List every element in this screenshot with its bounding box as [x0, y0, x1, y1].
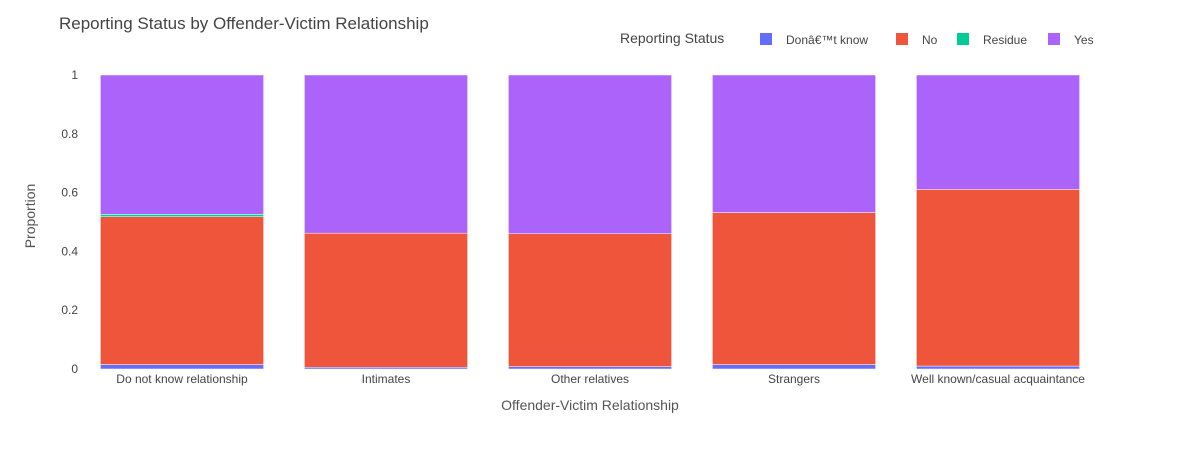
legend: Reporting Status Donâ€™t know No Residue Ye…	[620, 30, 1094, 47]
y-axis-title: Proportion	[22, 184, 38, 249]
bar-segment	[508, 233, 672, 367]
y-axis: 0 0.2 0.4 0.6 0.8 1	[61, 68, 78, 376]
y-tick-label: 0.8	[61, 127, 78, 141]
bar-segment	[916, 365, 1080, 370]
legend-swatch	[896, 33, 908, 45]
bar-segment	[100, 364, 264, 370]
x-tick-label: Well known/casual acquaintance	[911, 372, 1085, 386]
x-tick-label: Strangers	[768, 372, 820, 386]
legend-label: Yes	[1074, 33, 1094, 47]
bar-segment	[304, 74, 468, 234]
x-tick-label: Do not know relationship	[116, 372, 248, 386]
bar-segment	[916, 189, 1080, 367]
bar-segment	[100, 74, 264, 215]
bar-segment	[100, 214, 264, 217]
bars	[100, 74, 1080, 370]
legend-swatch	[1048, 33, 1060, 45]
y-tick-label: 0.6	[61, 186, 78, 200]
legend-label: No	[922, 33, 938, 47]
x-axis: Do not know relationship Intimates Other r…	[116, 372, 1085, 386]
x-tick-label: Intimates	[362, 372, 411, 386]
y-tick-label: 0.2	[61, 303, 78, 317]
bar-segment	[100, 216, 264, 365]
y-tick-label: 0.4	[61, 244, 78, 258]
bar-segment	[712, 74, 876, 213]
y-tick-label: 1	[71, 68, 78, 82]
chart-title: Reporting Status by Offender-Victim Rela…	[59, 14, 429, 33]
bar-segment	[712, 212, 876, 365]
legend-swatch	[957, 33, 969, 45]
legend-title: Reporting Status	[620, 30, 724, 46]
x-tick-label: Other relatives	[551, 372, 629, 386]
bar-segment	[916, 74, 1080, 190]
bar-segment	[508, 74, 672, 235]
legend-label: Residue	[983, 33, 1027, 47]
bar-segment	[712, 364, 876, 370]
legend-swatch	[760, 33, 772, 45]
legend-label: Donâ€™t know	[786, 33, 868, 47]
bar-segment	[508, 366, 672, 370]
bar-segment	[304, 232, 468, 368]
y-tick-label: 0	[71, 362, 78, 376]
bar-segment	[304, 366, 468, 370]
x-axis-title: Offender-Victim Relationship	[501, 397, 679, 413]
